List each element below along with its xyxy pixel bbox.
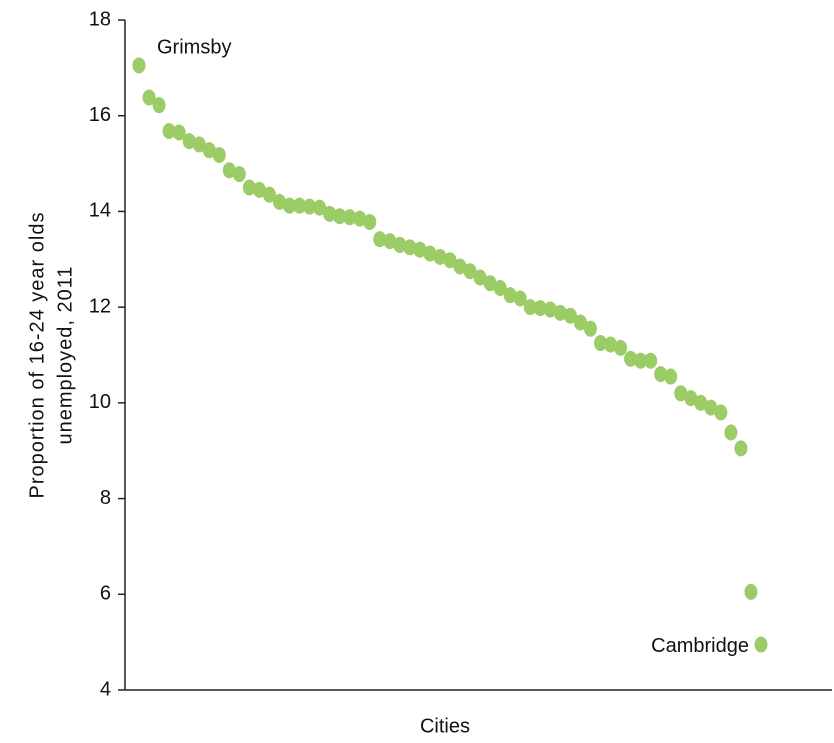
point	[242, 179, 256, 196]
point-label: Cambridge	[651, 635, 749, 657]
point	[453, 258, 467, 275]
point	[433, 248, 447, 265]
point	[654, 366, 668, 383]
point	[553, 304, 567, 321]
point	[674, 385, 688, 402]
point	[523, 299, 537, 316]
point	[293, 197, 307, 214]
point	[383, 233, 397, 250]
y-tick-label: 10	[89, 391, 111, 413]
point	[463, 263, 477, 280]
y-tick-label: 8	[100, 487, 111, 509]
point	[513, 290, 527, 307]
point	[353, 210, 367, 227]
point	[533, 300, 547, 317]
point	[684, 390, 698, 407]
y-axis-label: unemployed, 2011	[54, 265, 76, 444]
point	[704, 399, 718, 416]
point	[303, 198, 317, 215]
point	[423, 245, 437, 262]
point	[333, 208, 347, 225]
point	[262, 186, 276, 203]
point	[132, 57, 146, 74]
point	[483, 275, 497, 292]
point	[413, 241, 427, 258]
point	[634, 352, 648, 369]
point	[593, 335, 607, 352]
point	[232, 166, 246, 183]
point	[694, 394, 708, 411]
x-axis-label: Cities	[420, 715, 470, 737]
point-label: Grimsby	[157, 37, 231, 59]
point	[313, 199, 327, 216]
point	[393, 236, 407, 253]
point	[323, 205, 337, 222]
point	[624, 350, 638, 367]
y-tick-label: 18	[89, 8, 111, 30]
y-tick-label: 4	[100, 678, 111, 700]
point	[282, 197, 296, 214]
point	[212, 146, 226, 163]
point	[664, 368, 678, 385]
point	[172, 124, 186, 141]
point	[272, 193, 286, 210]
y-axis-label: Proportion of 16-24 year olds	[26, 212, 48, 499]
point	[162, 123, 176, 140]
point	[152, 97, 166, 114]
point	[202, 142, 216, 159]
point	[373, 231, 387, 248]
point	[503, 287, 517, 304]
point	[583, 320, 597, 337]
point	[473, 269, 487, 286]
point	[644, 352, 658, 369]
y-tick-label: 12	[89, 295, 111, 317]
point	[563, 307, 577, 324]
y-tick-label: 16	[89, 104, 111, 126]
point	[403, 239, 417, 256]
point	[192, 136, 206, 153]
y-tick-label: 6	[100, 583, 111, 605]
point	[182, 133, 196, 150]
point	[443, 252, 457, 269]
point	[604, 336, 618, 353]
point	[252, 181, 266, 198]
point	[754, 636, 768, 653]
point	[493, 280, 507, 296]
y-tick-label: 14	[89, 200, 111, 222]
point	[343, 209, 357, 226]
point	[573, 314, 587, 331]
point	[363, 213, 377, 230]
point	[714, 404, 728, 421]
point	[222, 162, 236, 179]
point	[724, 424, 738, 441]
point	[142, 89, 156, 106]
point	[614, 339, 628, 356]
point	[744, 583, 758, 600]
point	[543, 301, 557, 318]
point	[734, 440, 748, 457]
